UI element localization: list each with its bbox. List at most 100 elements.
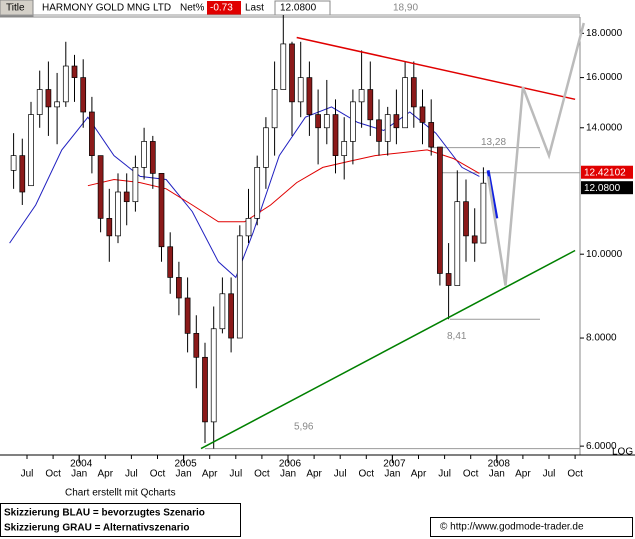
- level-marker-box: [581, 165, 633, 179]
- trendline: [486, 22, 586, 286]
- last-marker-box: [581, 181, 633, 195]
- x-tick-label: Jul: [125, 469, 138, 480]
- candle-body: [306, 77, 313, 115]
- candle-body: [393, 114, 400, 129]
- net-box: [207, 1, 241, 15]
- candle-body: [471, 235, 478, 244]
- candle-body: [123, 191, 130, 203]
- x-tick-label: Jan: [176, 469, 192, 480]
- candle-body: [315, 114, 321, 129]
- candle-body: [184, 297, 191, 334]
- last-label: Last: [245, 3, 264, 14]
- candle-body: [97, 155, 104, 219]
- net-value: -0.73: [210, 3, 233, 14]
- candle-body: [167, 246, 174, 278]
- candle-body: [367, 89, 374, 121]
- title-tab: Title: [6, 3, 25, 14]
- candle-body: [176, 277, 182, 299]
- x-tick-label: Jan: [71, 469, 87, 480]
- candle-body: [193, 333, 200, 358]
- x-tick-label: Oct: [150, 469, 166, 480]
- candle-body: [297, 77, 304, 103]
- x-tick-label: Apr: [98, 469, 114, 480]
- y-tick-label: 14.0000: [586, 122, 623, 133]
- y-tick-label: 10.0000: [586, 249, 623, 260]
- x-tick-label: Jan: [489, 469, 505, 480]
- y-tick-label: 8.0000: [586, 333, 617, 344]
- scale-label: LOG: [612, 447, 633, 458]
- legend-line: Skizzierung BLAU = bevorzugtes Szenario: [4, 508, 205, 519]
- candle-body: [210, 328, 217, 423]
- candle-body: [271, 89, 278, 129]
- x-tick-label: Apr: [411, 469, 427, 480]
- x-tick-label: Jan: [384, 469, 400, 480]
- level-label: 13,28: [481, 137, 506, 148]
- candle-body: [402, 77, 408, 129]
- candle-body: [289, 43, 295, 103]
- x-tick-label: Oct: [463, 469, 479, 480]
- candle-body: [45, 89, 52, 108]
- candle-body: [141, 141, 147, 168]
- last-marker-label: 12.0800: [584, 183, 621, 194]
- candle-body: [341, 141, 348, 156]
- year-label: 2007: [383, 459, 406, 470]
- candle-body: [10, 155, 17, 171]
- candle-body: [149, 141, 156, 174]
- candle-body: [323, 114, 330, 129]
- x-tick-label: Jul: [334, 469, 347, 480]
- candle-body: [62, 65, 69, 103]
- source: © http://www.godmode-trader.de: [440, 522, 584, 533]
- y-tick-label: 16.0000: [586, 72, 623, 83]
- candle-body: [419, 106, 426, 123]
- chart-title: HARMONY GOLD MNG LTD: [42, 3, 171, 14]
- y-tick-label: 18.0000: [586, 28, 623, 39]
- x-tick-label: Jul: [229, 469, 242, 480]
- credit: Chart erstellt mit Qcharts: [65, 488, 176, 499]
- candle-body: [463, 201, 469, 237]
- candle-body: [445, 273, 452, 286]
- candle-body: [410, 77, 417, 108]
- candle-body: [280, 43, 287, 90]
- candle-body: [254, 167, 261, 219]
- x-tick-label: Apr: [202, 469, 218, 480]
- candle-body: [219, 293, 226, 330]
- candle-body: [236, 235, 243, 339]
- candle-body: [263, 127, 269, 168]
- candle-body: [454, 201, 461, 286]
- x-tick-label: Jul: [543, 469, 556, 480]
- candle-body: [89, 111, 95, 156]
- x-tick-label: Jul: [21, 469, 34, 480]
- level-label: 18,90: [393, 3, 418, 14]
- candle-body: [115, 191, 121, 237]
- x-tick-label: Jan: [280, 469, 296, 480]
- year-label: 2005: [174, 459, 197, 470]
- candle-body: [332, 114, 339, 156]
- legend-line: Skizzierung GRAU = Alternativszenario: [4, 523, 190, 534]
- candle-body: [376, 119, 382, 142]
- candle-body: [428, 122, 435, 148]
- legend-box: [0, 503, 241, 537]
- candle-body: [202, 356, 208, 423]
- candle-body: [71, 65, 78, 78]
- net-label: Net%: [180, 3, 205, 14]
- title-tab-box: [0, 0, 34, 17]
- x-tick-label: Apr: [306, 469, 322, 480]
- x-tick-label: Oct: [359, 469, 375, 480]
- y-tick-label: 6.0000: [586, 441, 617, 452]
- candle-body: [245, 218, 252, 237]
- last-value: 12.0800: [280, 3, 317, 14]
- candle-body: [158, 173, 165, 248]
- x-tick-label: Apr: [515, 469, 531, 480]
- year-label: 2008: [488, 459, 511, 470]
- candle-body: [19, 155, 26, 193]
- candle-body: [36, 89, 43, 115]
- x-tick-label: Oct: [254, 469, 270, 480]
- candle-body: [350, 101, 356, 142]
- candle-body: [54, 101, 60, 108]
- level-label: 5,96: [294, 421, 314, 432]
- x-tick-label: Oct: [45, 469, 61, 480]
- trendline: [200, 249, 576, 450]
- candle-body: [106, 218, 113, 237]
- candle-body: [384, 114, 391, 142]
- candle-body: [480, 182, 487, 244]
